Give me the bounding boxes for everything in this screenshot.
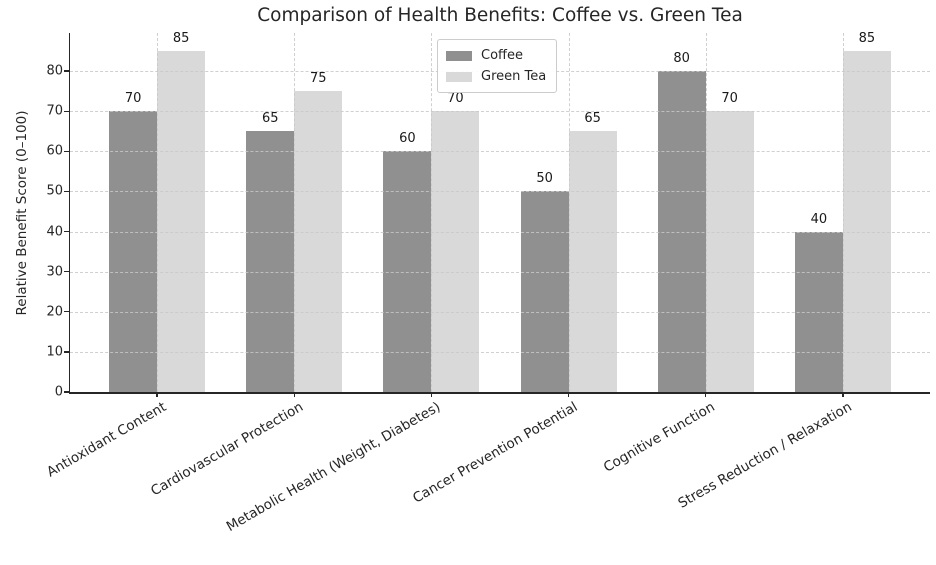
bar-value-label: 70 <box>721 91 738 107</box>
x-tick-mark <box>156 392 158 397</box>
gridline-vertical <box>431 33 433 392</box>
bar-green-tea <box>431 111 480 392</box>
gridline-horizontal <box>70 231 930 233</box>
y-tick-mark <box>64 190 70 193</box>
bar-coffee <box>109 111 158 392</box>
y-tick-mark <box>64 70 70 72</box>
legend: Coffee Green Tea <box>437 39 558 93</box>
y-tick-label: 80 <box>46 63 63 79</box>
bar-green-tea <box>705 111 754 392</box>
gridline-vertical <box>842 33 844 392</box>
y-tick-label: 30 <box>46 264 63 280</box>
x-tick-mark <box>293 392 295 397</box>
legend-swatch-green-tea <box>446 71 472 82</box>
gridline-horizontal <box>70 151 930 153</box>
gridline-horizontal <box>70 191 930 193</box>
bar-green-tea <box>842 51 891 392</box>
y-tick-label: 70 <box>46 103 63 119</box>
bar-value-label: 65 <box>584 111 601 127</box>
y-tick-mark <box>64 271 70 273</box>
legend-label: Green Tea <box>481 69 547 84</box>
gridline-vertical <box>294 33 296 392</box>
bar-value-label: 85 <box>858 31 876 47</box>
bar-value-label: 80 <box>673 51 690 67</box>
y-tick-mark <box>64 311 70 313</box>
legend-swatch-coffee <box>446 50 472 61</box>
bar-value-label: 40 <box>810 211 828 227</box>
gridline-vertical <box>157 33 159 392</box>
y-tick-label: 40 <box>46 224 63 240</box>
legend-label: Coffee <box>481 48 523 63</box>
y-tick-mark <box>64 351 70 353</box>
gridline-horizontal <box>70 311 930 313</box>
y-tick-label: 20 <box>46 304 63 320</box>
bar-value-label: 70 <box>124 91 142 107</box>
bar-value-label: 70 <box>447 91 464 107</box>
y-tick-mark <box>64 230 70 233</box>
legend-row: Coffee <box>446 45 546 66</box>
bar-value-label: 65 <box>262 111 279 127</box>
bar-value-label: 60 <box>399 131 416 147</box>
y-tick-label: 0 <box>54 384 63 400</box>
x-tick-label: Antioxidant Content <box>44 399 170 481</box>
bar-green-tea <box>157 51 206 392</box>
bar-value-label: 50 <box>536 171 553 187</box>
bar-coffee <box>657 71 706 392</box>
gridline-horizontal <box>70 271 930 273</box>
bar-green-tea <box>568 131 617 392</box>
bar-value-label: 85 <box>172 31 190 47</box>
y-tick-label: 10 <box>46 344 63 360</box>
gridline-vertical <box>705 33 707 392</box>
bar-coffee <box>794 231 843 392</box>
y-axis-label: Relative Benefit Score (0–100) <box>14 110 30 316</box>
y-tick-mark <box>64 391 70 393</box>
y-tick-label: 50 <box>46 183 63 199</box>
x-tick-mark <box>705 392 707 397</box>
bar-coffee <box>520 191 569 392</box>
x-tick-mark <box>567 392 570 397</box>
y-axis-spine <box>68 33 70 394</box>
x-axis-spine <box>68 392 930 394</box>
x-tick-mark <box>842 392 844 397</box>
x-tick-label: Metabolic Health (Weight, Diabetes) <box>223 399 444 535</box>
bar-coffee <box>246 131 295 392</box>
bar-value-label: 75 <box>310 71 327 87</box>
gridline-horizontal <box>70 111 930 113</box>
x-tick-label: Cognitive Function <box>600 399 718 476</box>
legend-row: Green Tea <box>446 66 546 87</box>
x-tick-mark <box>430 392 433 397</box>
gridline-vertical <box>568 33 570 392</box>
gridline-horizontal <box>70 351 930 353</box>
y-tick-mark <box>64 110 70 112</box>
chart-title: Comparison of Health Benefits: Coffee vs… <box>257 5 743 26</box>
bar-green-tea <box>294 91 343 392</box>
y-tick-mark <box>64 150 70 152</box>
x-tick-label: Cardiovascular Protection <box>148 399 307 500</box>
y-tick-label: 60 <box>46 143 63 159</box>
